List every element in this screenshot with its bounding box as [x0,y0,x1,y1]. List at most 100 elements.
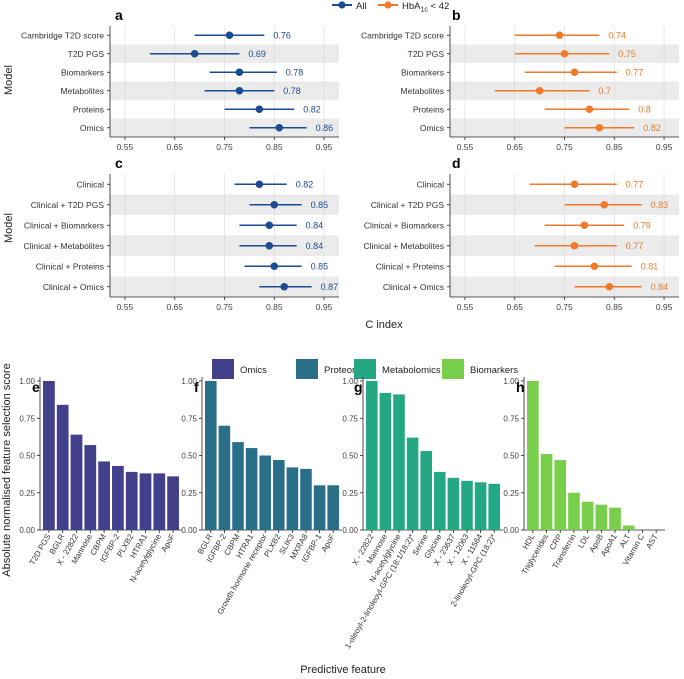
row-label-clinical: Clinical [77,179,105,189]
point-clinical-biomarkers [580,221,589,230]
legend-label-biomarkers: Biomarkers [470,365,518,376]
row-label-omics: Omics [420,123,444,133]
bottom-ylabel: Absolute normalised feature selection sc… [1,363,13,576]
row-label-t2d-pgs: T2D PGS [68,49,105,59]
value-label-clinical-proteins: 0.81 [641,261,659,271]
x-tick-label: 0.85 [266,302,283,312]
bar-apof [327,485,339,530]
bar-slik3 [286,467,299,530]
y-tick-label: 0.25 [503,489,519,498]
x-tick-label: 0.95 [656,302,673,312]
panel-letter-a: a [115,7,123,23]
bar-1-oleoyl-2-linoleoyl-gpc-18-1-18-2 [406,437,419,530]
value-label-clinical-proteins: 0.85 [311,261,329,271]
point-clinical-omics [280,282,289,291]
row-label-biomarkers: Biomarkers [61,67,104,77]
row-label-biomarkers: Biomarkers [401,67,444,77]
y-tick-label: 0.25 [181,489,197,498]
legend-swatch-omics [212,359,234,379]
bar-growth-hormone-receptor [259,455,271,530]
legend-all-marker [338,1,346,9]
bar-plxb2 [273,459,285,530]
value-label-metabolites: 0.7 [598,86,611,96]
bar-x-11564 [474,482,487,530]
value-label-clinical-biomarkers: 0.84 [306,220,324,230]
bar-alt [622,525,635,530]
row-label-clinical-proteins: Clinical + Proteins [36,261,104,271]
top-ylabel-upper: Model [3,65,15,95]
y-tick-label: 0.00 [503,526,519,535]
bar-bglr [205,381,217,530]
y-tick-label: 1.00 [19,377,35,386]
bar-ldl [581,501,594,530]
point-cambridge-t2d-score [225,31,234,40]
bar-x-22822 [366,381,378,530]
point-proteins [255,105,264,114]
x-tick-label: 0.75 [556,142,573,152]
bar-x-12063 [461,480,473,530]
value-label-clinical: 0.77 [626,179,644,189]
x-tick-label: 0.75 [556,302,573,312]
bar-apoa1 [609,507,621,530]
value-label-clinical-omics: 0.84 [651,282,669,292]
point-biomarkers [235,68,244,77]
x-tick-label-apof: ApoF [320,532,337,553]
bar-hdl [527,381,539,530]
panel-c-forest: 0.55 0.65 0.75 0.85 0.95 Clinical 0.82 Clinical… [23,174,339,312]
x-tick-label: 0.55 [457,142,474,152]
value-label-omics: 0.82 [643,123,661,133]
row-label-cambridge-t2d-score: Cambridge T2D score [21,30,104,40]
point-metabolites [235,86,244,95]
y-tick-label: 0.25 [342,489,358,498]
legend-label-metabolomics: Metabolomics [382,365,441,376]
legend-all-label: All [356,1,367,12]
row-label-clinical: Clinical [417,179,445,189]
bar-crp [554,459,567,530]
panel-d-forest: 0.55 0.65 0.75 0.85 0.95 Clinical 0.77 Clinical… [363,174,679,312]
legend-hba1c-marker [384,1,392,9]
value-label-cambridge-t2d-score: 0.76 [273,30,291,40]
point-clinical-t2d-pgs [600,200,609,209]
point-biomarkers [570,68,579,77]
x-tick-label: 0.75 [216,302,233,312]
x-tick-label: 0.55 [117,142,134,152]
bar-t2d-pgs [43,381,55,530]
bar-cbpm [232,442,244,530]
bar-n-acetylglycine [153,473,166,530]
point-clinical-proteins [270,262,279,271]
row-label-clinical-biomarkers: Clinical + Biomarkers [364,220,444,230]
y-tick-label: 1.00 [181,377,197,386]
y-tick-label: 0.50 [342,452,358,461]
x-tick-label: 0.65 [506,142,523,152]
row-label-cambridge-t2d-score: Cambridge T2D score [361,30,444,40]
row-label-proteins: Proteins [73,104,104,114]
x-tick-label: 0.95 [656,142,673,152]
panel-letter-e: e [32,379,40,395]
panel-letter-c: c [115,155,123,171]
row-label-clinical-metabolites: Clinical + Metabolites [23,241,104,251]
value-label-clinical-metabolites: 0.84 [306,241,324,251]
point-clinical-t2d-pgs [270,200,279,209]
value-label-cambridge-t2d-score: 0.74 [608,30,626,40]
value-label-t2d-pgs: 0.75 [618,49,636,59]
bar-htra1 [245,448,258,530]
value-label-clinical: 0.82 [296,179,314,189]
x-tick-label-apof: ApoF [159,532,176,553]
bar-x-23637 [447,477,460,530]
y-tick-label: 0.50 [503,452,519,461]
bar-mannose [84,445,97,530]
x-tick-label: 0.85 [606,142,623,152]
panel-letter-b: b [452,7,461,23]
row-label-clinical-proteins: Clinical + Proteins [376,261,444,271]
y-tick-label: 0.75 [503,414,519,423]
bar-plxb2 [125,471,138,530]
legend-hba1c-sub: 1c [420,7,428,14]
row-label-clinical-t2d-pgs: Clinical + T2D PGS [31,200,105,210]
point-cambridge-t2d-score [555,31,564,40]
x-tick-label: 0.55 [457,302,474,312]
x-tick-label: 0.55 [117,302,134,312]
row-label-omics: Omics [80,123,104,133]
bar-apof [167,476,179,530]
row-label-t2d-pgs: T2D PGS [408,49,445,59]
